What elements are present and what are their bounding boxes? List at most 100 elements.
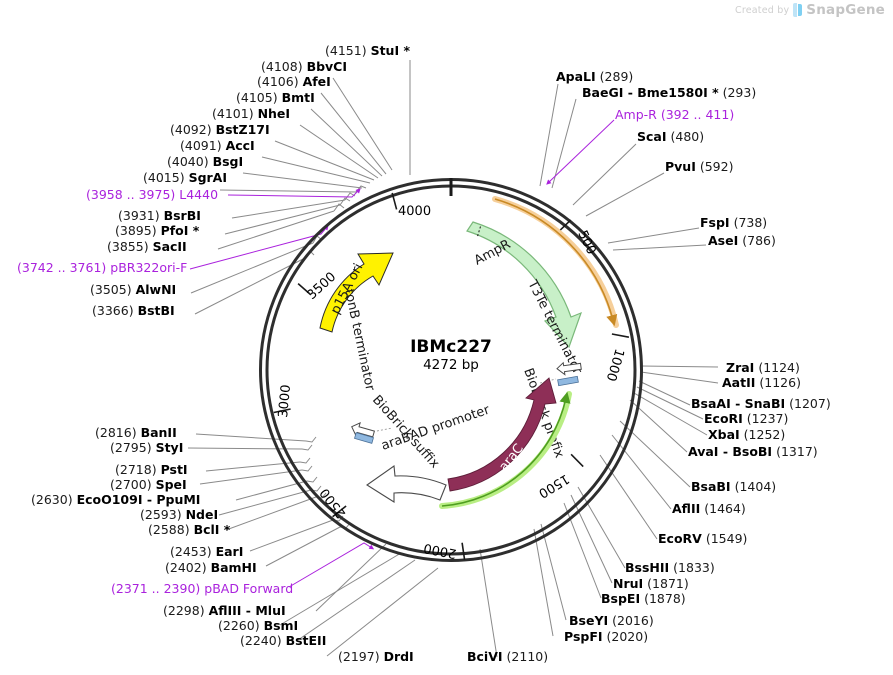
site-label-ecorv[interactable]: EcoRV (1549) — [658, 532, 747, 545]
site-pos: (592) — [699, 159, 734, 174]
site-label-bspei[interactable]: BspEI (1878) — [601, 592, 686, 605]
site-pos: (4101) — [212, 106, 254, 121]
site-label-alwni[interactable]: (3505) AlwNI — [90, 283, 176, 296]
site-label-bsgi[interactable]: (4040) BsgI — [167, 155, 243, 168]
site-enzyme: NruI — [613, 576, 644, 591]
site-label-pspfi[interactable]: PspFI (2020) — [564, 630, 648, 643]
feature-t3te-terminator — [466, 221, 583, 349]
ruler-label-1000: 1000 — [603, 347, 627, 383]
site-label-bsabi[interactable]: BsaBI (1404) — [691, 480, 776, 493]
site-label-bsteii[interactable]: (2240) BstEII — [240, 634, 326, 647]
site-label-scai[interactable]: ScaI (480) — [637, 130, 704, 143]
site-label-xbai[interactable]: XbaI (1252) — [708, 428, 785, 441]
site-label-sacii[interactable]: (3855) SacII — [107, 240, 187, 253]
site-label-afei[interactable]: (4106) AfeI — [257, 75, 331, 88]
site-label-bsaai-snabi[interactable]: BsaAI - SnaBI (1207) — [691, 397, 831, 410]
site-label-bstbi[interactable]: (3366) BstBI — [92, 304, 175, 317]
site-label-banii[interactable]: (2816) BanII — [95, 426, 177, 439]
site-pos: (738) — [733, 215, 768, 230]
biobrick-prefix-tag — [557, 375, 579, 387]
site-label-acci[interactable]: (4091) AccI — [180, 139, 255, 152]
site-pos: (2240) — [240, 633, 282, 648]
site-enzyme: BsgI — [212, 154, 244, 169]
site-enzyme: XbaI — [708, 427, 740, 442]
site-label-nrui[interactable]: NruI (1871) — [613, 577, 689, 590]
feature-arac — [447, 377, 557, 492]
feature-arabad-promoter — [366, 465, 447, 503]
site-label-zrai[interactable]: ZraI (1124) — [726, 361, 800, 374]
site-label-aatii[interactable]: AatII (1126) — [722, 376, 801, 389]
site-label-fspi[interactable]: FspI (738) — [700, 216, 767, 229]
site-pos: (4040) — [167, 154, 209, 169]
site-enzyme: SacII — [152, 239, 187, 254]
site-enzyme: ZraI — [726, 360, 755, 375]
site-enzyme: Amp-R — [615, 107, 657, 122]
site-label-pvui[interactable]: PvuI (592) — [665, 160, 733, 173]
site-label-psti[interactable]: (2718) PstI — [115, 463, 188, 476]
site-label-bamhi[interactable]: (2402) BamHI — [165, 561, 257, 574]
site-pos: (4015) — [143, 170, 185, 185]
site-label-aflii[interactable]: AflII (1464) — [672, 502, 746, 515]
plasmid-name: IBMc227 — [410, 337, 492, 357]
plasmid-size: 4272 bp — [423, 357, 479, 373]
snapgene-watermark: Created by SnapGene — [735, 2, 885, 18]
site-enzyme: PspFI — [564, 629, 603, 644]
site-label-baegi-bme1580i[interactable]: BaeGI - Bme1580I * (293) — [582, 86, 756, 99]
site-label-bcivi[interactable]: BciVI (2110) — [467, 650, 548, 663]
site-enzyme: PfoI * — [160, 223, 200, 238]
site-enzyme: BbvCI — [306, 59, 348, 74]
site-label-pfoi[interactable]: (3895) PfoI * — [115, 224, 199, 237]
site-label-nhei[interactable]: (4101) NheI — [212, 107, 290, 120]
leader-lines-top-right-violet — [546, 119, 615, 185]
site-label-styi[interactable]: (2795) StyI — [110, 441, 183, 454]
site-pos: (3931) — [118, 208, 160, 223]
site-label-bcli[interactable]: (2588) BclI * — [148, 523, 230, 536]
site-enzyme: EarI — [215, 544, 244, 559]
site-enzyme: pBAD Forward — [204, 581, 294, 596]
site-enzyme: EcoRV — [658, 531, 702, 546]
site-enzyme: AccI — [225, 138, 255, 153]
site-pos: (2795) — [110, 440, 152, 455]
site-pos: (2816) — [95, 425, 137, 440]
feature-p15a-ori — [319, 252, 394, 333]
site-pos: (2453) — [170, 544, 212, 559]
site-label-spei[interactable]: (2700) SpeI — [110, 478, 187, 491]
site-pos: (3855) — [107, 239, 149, 254]
site-enzyme: AatII — [722, 375, 756, 390]
site-label-l4440[interactable]: (3958 .. 3975) L4440 — [86, 188, 218, 201]
site-pos: (392 .. 411) — [660, 107, 735, 122]
site-label-eari[interactable]: (2453) EarI — [170, 545, 243, 558]
ruler-label-3000: 3000 — [276, 384, 294, 418]
site-label-amp-r[interactable]: Amp-R (392 .. 411) — [615, 108, 734, 121]
site-pos: (1124) — [758, 360, 800, 375]
site-label-apali[interactable]: ApaLI (289) — [556, 70, 633, 83]
site-enzyme: AvaI - BsoBI — [688, 444, 773, 459]
site-pos: (4106) — [257, 74, 299, 89]
site-label-bsshii[interactable]: BssHII (1833) — [625, 561, 715, 574]
site-label-bsmi[interactable]: (2260) BsmI — [218, 619, 298, 632]
site-label-bmti[interactable]: (4105) BmtI — [236, 91, 315, 104]
site-label-pbr322ori-f[interactable]: (3742 .. 3761) pBR322ori-F — [17, 261, 187, 274]
site-label-bsrbi[interactable]: (3931) BsrBI — [118, 209, 201, 222]
site-label-ecori[interactable]: EcoRI (1237) — [704, 412, 788, 425]
site-pos: (2260) — [218, 618, 260, 633]
site-label-afliii-mlui[interactable]: (2298) AflIII - MluI — [163, 604, 286, 617]
site-label-pbad-forward[interactable]: (2371 .. 2390) pBAD Forward — [111, 582, 293, 595]
site-label-bbvci[interactable]: (4108) BbvCI — [261, 60, 347, 73]
site-enzyme: AfeI — [302, 74, 331, 89]
site-label-bseyi[interactable]: BseYI (2016) — [569, 614, 654, 627]
feature-amp-r-primer-arc — [492, 196, 619, 328]
site-label-ecoo109i-ppumi[interactable]: (2630) EcoO109I - PpuMI — [31, 493, 200, 506]
site-pos: (1878) — [644, 591, 686, 606]
site-label-sgrai[interactable]: (4015) SgrAI — [143, 171, 227, 184]
site-label-asei[interactable]: AseI (786) — [708, 234, 776, 247]
site-label-bstz17i[interactable]: (4092) BstZ17I — [170, 123, 270, 136]
site-pos: (786) — [742, 233, 776, 248]
site-label-drdi[interactable]: (2197) DrdI — [338, 650, 414, 663]
site-label-avai-bsobi[interactable]: AvaI - BsoBI (1317) — [688, 445, 818, 458]
site-enzyme: BsaAI - SnaBI — [691, 396, 786, 411]
ruler-label-4000: 4000 — [398, 204, 431, 219]
site-label-ndei[interactable]: (2593) NdeI — [140, 508, 218, 521]
site-label-stui[interactable]: (4151) StuI * — [325, 44, 410, 57]
